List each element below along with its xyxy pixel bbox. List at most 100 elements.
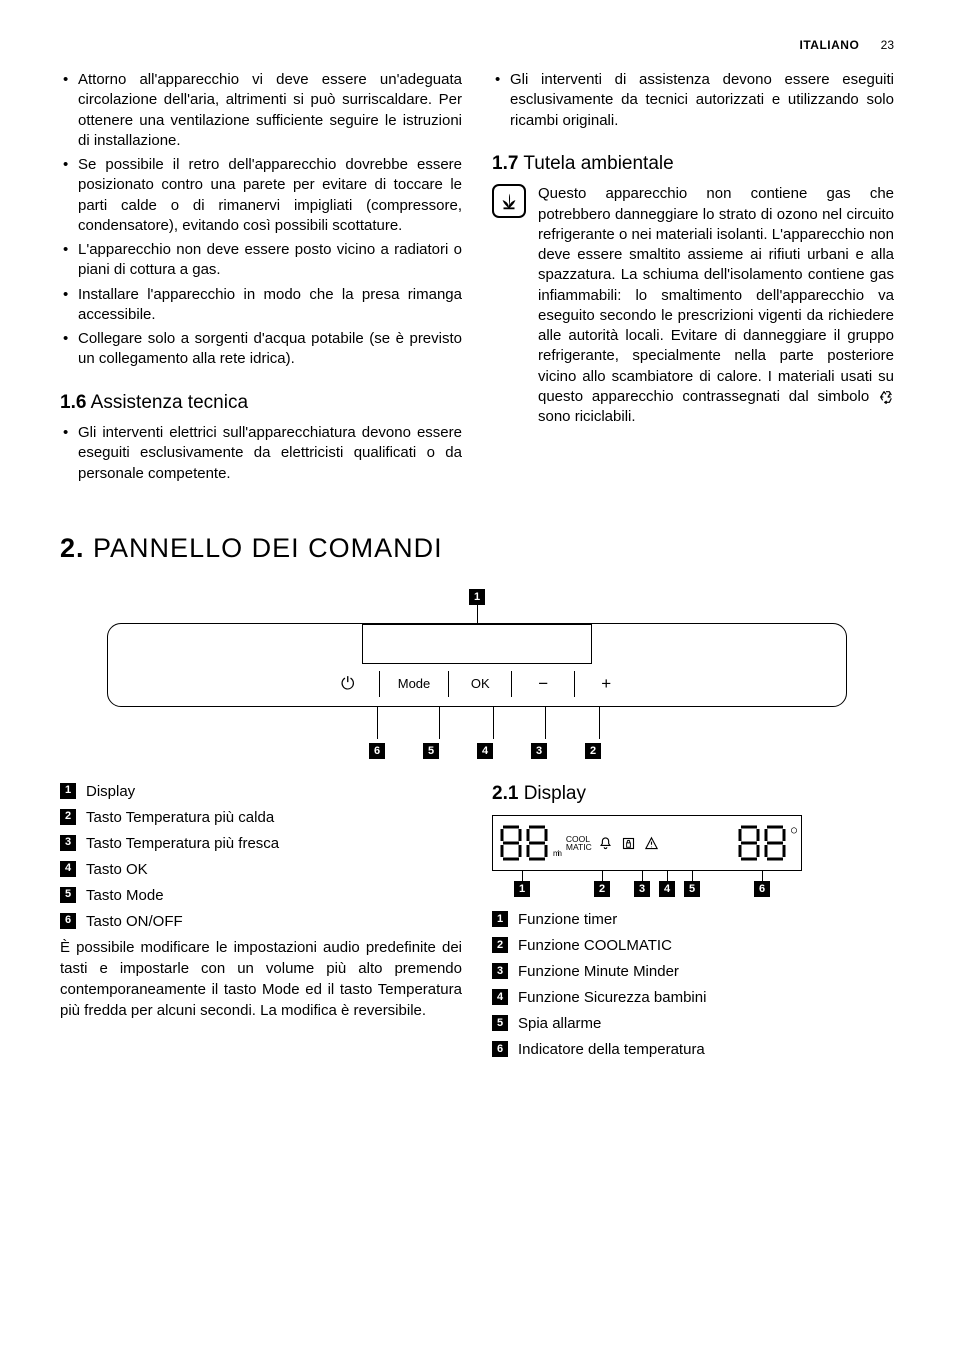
legend-text: Spia allarme xyxy=(518,1013,601,1034)
legend-text: Funzione COOLMATIC xyxy=(518,935,672,956)
legend-num: 6 xyxy=(492,1041,508,1057)
legend-item: 6 Indicatore della temperatura xyxy=(492,1039,894,1060)
seg7-icon xyxy=(737,824,789,862)
section-title: PANNELLO DEI COMANDI xyxy=(93,533,443,563)
leader-line xyxy=(599,707,600,739)
leader-line xyxy=(692,871,693,881)
legend-text: Tasto ON/OFF xyxy=(86,911,183,932)
lower-right: 2.1 Display min COOL MATIC xyxy=(492,781,894,1066)
symbol-row xyxy=(598,836,659,851)
separator xyxy=(511,671,512,697)
subheading-title: Display xyxy=(524,783,586,804)
panel-display-box xyxy=(362,624,592,664)
leader-line xyxy=(602,871,603,881)
legend-item: 5 Spia allarme xyxy=(492,1013,894,1034)
callout: 2 xyxy=(585,743,601,759)
bell-icon xyxy=(598,836,613,851)
leader-line xyxy=(667,871,668,881)
leader-line xyxy=(762,871,763,881)
legend-item: 3 Funzione Minute Minder xyxy=(492,961,894,982)
callout: 4 xyxy=(659,881,675,897)
page-header: ITALIANO 23 xyxy=(60,38,894,52)
right-column: Gli interventi di assistenza devono esse… xyxy=(492,70,894,488)
lock-icon xyxy=(621,836,636,851)
legend-num: 3 xyxy=(492,963,508,979)
plant-icon xyxy=(492,184,526,218)
legend-text: Funzione Sicurezza bambini xyxy=(518,987,706,1008)
seg7-left: min xyxy=(499,824,560,862)
legend-text: Funzione timer xyxy=(518,909,617,930)
matic-label: MATIC xyxy=(566,843,592,852)
lower-columns: 1Display 2Tasto Temperatura più calda 3T… xyxy=(60,781,894,1066)
seg7-icon xyxy=(499,824,551,862)
display-outline: min COOL MATIC ○ xyxy=(492,815,802,871)
legend-text: Indicatore della temperatura xyxy=(518,1039,705,1060)
warning-icon xyxy=(644,836,659,851)
callout: 3 xyxy=(634,881,650,897)
subheading-num: 2.1 xyxy=(492,783,518,804)
legend-num: 5 xyxy=(60,887,76,903)
leader-line xyxy=(522,871,523,881)
bullet: Gli interventi elettrici sull'apparecchi… xyxy=(78,423,462,484)
control-panel-diagram: 1 ⏻ Mode OK − + 6 5 4 3 2 xyxy=(107,589,847,759)
bullet: Installare l'apparecchio in modo che la … xyxy=(78,285,462,326)
lower-left: 1Display 2Tasto Temperatura più calda 3T… xyxy=(60,781,462,1066)
legend-text: Tasto OK xyxy=(86,859,148,880)
legend-text: Tasto Temperatura più calda xyxy=(86,807,274,828)
legend-num: 6 xyxy=(60,913,76,929)
minus-icon: − xyxy=(530,674,556,694)
env-text-b: sono riciclabili. xyxy=(538,408,636,425)
legend-num: 2 xyxy=(492,937,508,953)
display-diagram: min COOL MATIC ○ xyxy=(492,815,802,899)
legend-item: 5Tasto Mode xyxy=(60,885,462,906)
subheading-1-7: 1.7 Tutela ambientale xyxy=(492,151,894,177)
legend-text: Tasto Temperatura più fresca xyxy=(86,833,279,854)
legend-num: 1 xyxy=(492,911,508,927)
legend-item: 4Funzione Sicurezza bambini xyxy=(492,987,894,1008)
legend-num: 3 xyxy=(60,835,76,851)
leader-line xyxy=(642,871,643,881)
seg7-right: ○ xyxy=(737,824,795,862)
panel-leaders: 6 5 4 3 2 xyxy=(369,743,601,759)
right-bullets: Gli interventi di assistenza devono esse… xyxy=(492,70,894,131)
legend-num: 5 xyxy=(492,1015,508,1031)
legend-item: 1Display xyxy=(60,781,462,802)
subheading-1-6: 1.6 Assistenza tecnica xyxy=(60,390,462,416)
callout: 1 xyxy=(514,881,530,897)
legend-item: 4 Tasto OK xyxy=(60,859,462,880)
bullet: Collegare solo a sorgenti d'acqua potabi… xyxy=(78,329,462,370)
degree-icon: ○ xyxy=(791,826,795,836)
bullet: L'apparecchio non deve essere posto vici… xyxy=(78,240,462,281)
mode-label: Mode xyxy=(398,676,431,691)
callout: 3 xyxy=(531,743,547,759)
s16-bullets: Gli interventi elettrici sull'apparecchi… xyxy=(60,423,462,484)
bullet: Se possibile il retro dell'apparecchio d… xyxy=(78,155,462,236)
bullet: Attorno all'apparecchio vi deve essere u… xyxy=(78,70,462,151)
legend-num: 4 xyxy=(60,861,76,877)
leader-line xyxy=(377,707,378,739)
recycle-icon xyxy=(878,389,894,405)
min-label: min xyxy=(553,850,560,858)
header-page: 23 xyxy=(881,38,894,52)
callout: 5 xyxy=(684,881,700,897)
subheading-num: 1.7 xyxy=(492,153,518,174)
callout: 4 xyxy=(477,743,493,759)
legend-item: 2 Funzione COOLMATIC xyxy=(492,935,894,956)
panel-outline: ⏻ Mode OK − + xyxy=(107,623,847,707)
legend-item: 2Tasto Temperatura più calda xyxy=(60,807,462,828)
plant-svg xyxy=(498,190,520,212)
plus-icon: + xyxy=(593,674,619,694)
env-text-a: Questo apparecchio non contiene gas che … xyxy=(538,185,894,405)
display-legend: 1 Funzione timer 2 Funzione COOLMATIC 3 Fun… xyxy=(492,909,894,1060)
environment-text: Questo apparecchio non contiene gas che … xyxy=(538,184,894,427)
panel-legend: 1Display 2Tasto Temperatura più calda 3T… xyxy=(60,781,462,932)
legend-item: 6 Tasto ON/OFF xyxy=(60,911,462,932)
separator xyxy=(574,671,575,697)
legend-item: 1 Funzione timer xyxy=(492,909,894,930)
legend-num: 1 xyxy=(60,783,76,799)
top-columns: Attorno all'apparecchio vi deve essere u… xyxy=(60,70,894,488)
left-bullets: Attorno all'apparecchio vi deve essere u… xyxy=(60,70,462,370)
callout-1: 1 xyxy=(469,589,485,605)
legend-text: Funzione Minute Minder xyxy=(518,961,679,982)
button-row: ⏻ Mode OK − + xyxy=(108,662,846,706)
